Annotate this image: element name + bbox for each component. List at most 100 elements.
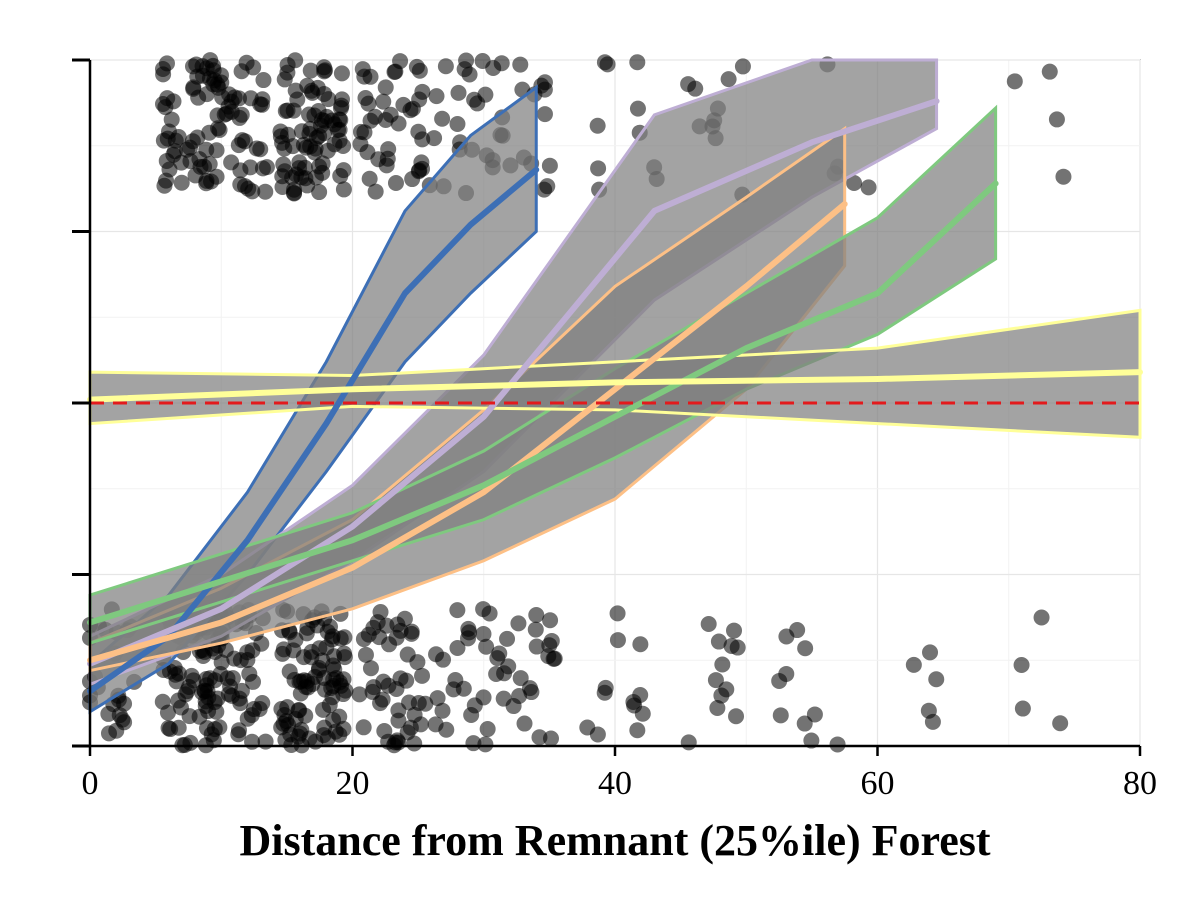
data-point (707, 672, 724, 689)
data-point (536, 81, 553, 98)
data-point (360, 95, 377, 112)
data-point (447, 672, 464, 689)
data-point (223, 103, 240, 120)
data-point (789, 622, 806, 639)
data-point (402, 719, 419, 736)
data-point (409, 654, 426, 671)
confidence-ribbon-4 (88, 104, 998, 646)
data-point (208, 703, 225, 720)
data-point (528, 606, 545, 623)
data-point (479, 721, 496, 738)
data-point (434, 702, 451, 719)
data-point (311, 640, 328, 657)
data-point (428, 88, 445, 105)
data-point (1055, 168, 1072, 185)
data-point (326, 648, 343, 665)
data-point (1041, 63, 1058, 80)
data-point (209, 690, 226, 707)
data-point (539, 178, 556, 195)
data-point (244, 642, 261, 659)
data-point (287, 52, 304, 69)
data-point (922, 644, 939, 661)
data-point (434, 110, 451, 127)
data-point (456, 61, 473, 78)
data-point (326, 661, 343, 678)
data-point (463, 706, 480, 723)
data-point (252, 96, 269, 113)
data-point (905, 656, 922, 673)
data-point (414, 83, 431, 100)
data-point (252, 141, 269, 158)
data-point (116, 695, 133, 712)
data-point (511, 688, 528, 705)
data-point (478, 638, 495, 655)
data-point (714, 656, 731, 673)
data-point (1033, 609, 1050, 626)
data-point (390, 712, 407, 729)
data-point (542, 612, 559, 629)
data-point (410, 123, 427, 140)
data-point (255, 72, 272, 89)
data-point (489, 650, 506, 667)
data-point (298, 625, 315, 642)
data-point (417, 695, 434, 712)
data-point (718, 681, 735, 698)
data-point (277, 103, 294, 120)
data-point (333, 91, 350, 108)
data-point (191, 708, 208, 725)
data-point (599, 56, 616, 73)
x-axis-title: Distance from Remnant (25%ile) Forest (239, 816, 990, 865)
data-point (317, 62, 334, 79)
data-point (589, 117, 606, 134)
data-point (335, 686, 352, 703)
data-point (512, 670, 529, 687)
data-point (100, 725, 117, 742)
data-point (185, 672, 202, 689)
data-point (700, 615, 717, 632)
data-point (449, 116, 466, 133)
data-point (475, 689, 492, 706)
data-point (387, 174, 404, 191)
data-point (352, 136, 369, 153)
data-point (626, 697, 643, 714)
data-point (1052, 715, 1069, 732)
data-point (709, 700, 726, 717)
data-point (303, 82, 320, 99)
data-point (273, 719, 290, 736)
data-point (542, 730, 559, 747)
x-tick-label: 20 (336, 765, 370, 802)
data-point (496, 665, 513, 682)
data-point (211, 121, 228, 138)
data-point (772, 707, 789, 724)
data-point (281, 663, 298, 680)
data-point (392, 622, 409, 639)
data-point (287, 82, 304, 99)
data-point (778, 665, 795, 682)
data-point (226, 650, 243, 667)
data-point (411, 162, 428, 179)
data-point (320, 91, 337, 108)
data-point (726, 622, 743, 639)
data-point (208, 142, 225, 159)
data-point (928, 671, 945, 688)
data-point (609, 632, 626, 649)
data-point (460, 630, 477, 647)
data-point (232, 695, 249, 712)
data-point (154, 693, 171, 710)
data-point (195, 647, 212, 664)
data-point (352, 123, 369, 140)
data-point (244, 673, 261, 690)
data-point (723, 637, 740, 654)
data-point (197, 693, 214, 710)
data-point (302, 62, 319, 79)
data-point (629, 722, 646, 739)
data-point (375, 93, 392, 110)
data-point (351, 686, 368, 703)
data-point (728, 708, 745, 725)
data-point (428, 646, 445, 663)
series-line-4 (87, 180, 999, 626)
data-point (240, 180, 257, 197)
data-point (202, 670, 219, 687)
data-point (307, 733, 324, 750)
data-point (161, 161, 178, 178)
